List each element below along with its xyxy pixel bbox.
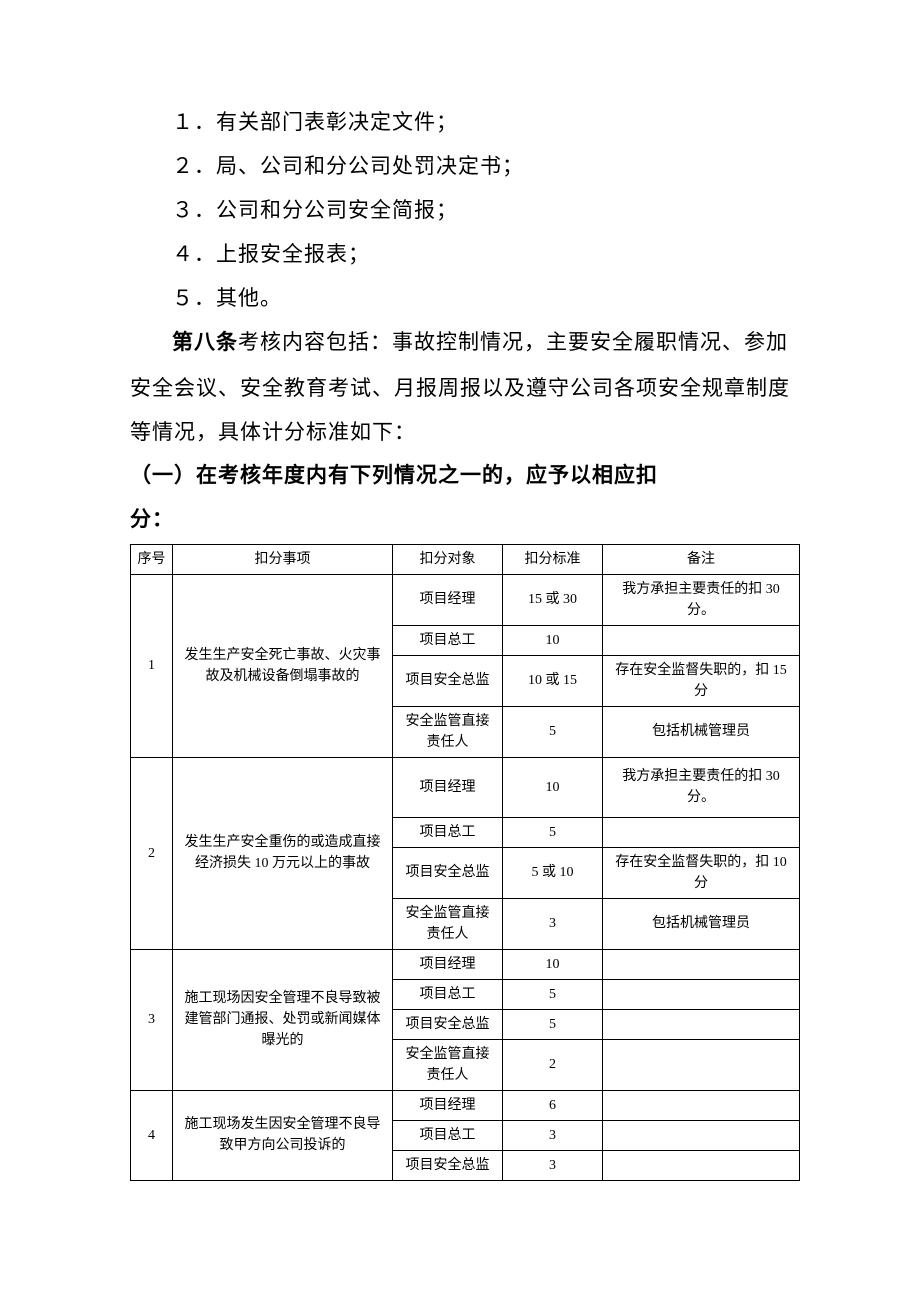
- table-row: 3施工现场因安全管理不良导致被建管部门通报、处罚或新闻媒体曝光的项目经理10: [131, 949, 800, 979]
- cell-standard: 3: [503, 1120, 603, 1150]
- table-row: 4施工现场发生因安全管理不良导致甲方向公司投诉的项目经理6: [131, 1090, 800, 1120]
- cell-standard: 5: [503, 979, 603, 1009]
- cell-seq: 4: [131, 1090, 173, 1180]
- cell-target: 安全监管直接责任人: [393, 706, 503, 757]
- numbered-list: １．有关部门表彰决定文件； ２．局、公司和分公司处罚决定书； ３．公司和分公司安…: [130, 100, 800, 320]
- cell-target: 项目安全总监: [393, 655, 503, 706]
- section-heading: （一）在考核年度内有下列情况之一的，应予以相应扣 分：: [130, 454, 800, 542]
- cell-note: [603, 979, 800, 1009]
- cell-target: 项目安全总监: [393, 1009, 503, 1039]
- cell-target: 安全监管直接责任人: [393, 898, 503, 949]
- cell-target: 项目总工: [393, 979, 503, 1009]
- cell-note: 包括机械管理员: [603, 898, 800, 949]
- cell-standard: 6: [503, 1090, 603, 1120]
- header-note: 备注: [603, 544, 800, 574]
- cell-standard: 5: [503, 1009, 603, 1039]
- cell-seq: 3: [131, 949, 173, 1090]
- cell-item: 施工现场发生因安全管理不良导致甲方向公司投诉的: [173, 1090, 393, 1180]
- cell-target: 项目总工: [393, 1120, 503, 1150]
- cell-note: [603, 1150, 800, 1180]
- cell-note: 存在安全监督失职的，扣 15 分: [603, 655, 800, 706]
- section-heading-line2: 分：: [130, 498, 800, 542]
- cell-target: 项目安全总监: [393, 1150, 503, 1180]
- list-item-2: ２．局、公司和分公司处罚决定书；: [130, 144, 800, 188]
- cell-standard: 5 或 10: [503, 847, 603, 898]
- cell-note: 我方承担主要责任的扣 30 分。: [603, 757, 800, 817]
- cell-standard: 10 或 15: [503, 655, 603, 706]
- header-target: 扣分对象: [393, 544, 503, 574]
- cell-note: [603, 1039, 800, 1090]
- table-body: 1发生生产安全死亡事故、火灾事故及机械设备倒塌事故的项目经理15 或 30我方承…: [131, 574, 800, 1180]
- cell-note: [603, 1120, 800, 1150]
- cell-target: 项目经理: [393, 757, 503, 817]
- cell-target: 项目经理: [393, 1090, 503, 1120]
- cell-standard: 15 或 30: [503, 574, 603, 625]
- cell-standard: 10: [503, 949, 603, 979]
- cell-item: 发生生产安全死亡事故、火灾事故及机械设备倒塌事故的: [173, 574, 393, 757]
- cell-standard: 10: [503, 625, 603, 655]
- cell-note: 存在安全监督失职的，扣 10 分: [603, 847, 800, 898]
- article-8: 第八条考核内容包括：事故控制情况，主要安全履职情况、参加安全会议、安全教育考试、…: [130, 320, 800, 453]
- list-item-1: １．有关部门表彰决定文件；: [130, 100, 800, 144]
- table-row: 2发生生产安全重伤的或造成直接经济损失 10 万元以上的事故项目经理10我方承担…: [131, 757, 800, 817]
- cell-note: 包括机械管理员: [603, 706, 800, 757]
- cell-target: 项目总工: [393, 625, 503, 655]
- list-item-5: ５．其他。: [130, 276, 800, 320]
- header-standard: 扣分标准: [503, 544, 603, 574]
- cell-note: [603, 1009, 800, 1039]
- cell-note: [603, 817, 800, 847]
- cell-standard: 2: [503, 1039, 603, 1090]
- cell-standard: 5: [503, 706, 603, 757]
- cell-target: 项目经理: [393, 949, 503, 979]
- cell-target: 项目安全总监: [393, 847, 503, 898]
- cell-standard: 5: [503, 817, 603, 847]
- cell-seq: 2: [131, 757, 173, 949]
- header-item: 扣分事项: [173, 544, 393, 574]
- cell-seq: 1: [131, 574, 173, 757]
- cell-note: [603, 949, 800, 979]
- cell-standard: 3: [503, 1150, 603, 1180]
- section-heading-line1: （一）在考核年度内有下列情况之一的，应予以相应扣: [130, 464, 658, 487]
- cell-item: 发生生产安全重伤的或造成直接经济损失 10 万元以上的事故: [173, 757, 393, 949]
- cell-target: 安全监管直接责任人: [393, 1039, 503, 1090]
- cell-note: [603, 625, 800, 655]
- article-8-label: 第八条: [172, 331, 238, 354]
- cell-standard: 10: [503, 757, 603, 817]
- cell-target: 项目总工: [393, 817, 503, 847]
- cell-note: [603, 1090, 800, 1120]
- table-row: 1发生生产安全死亡事故、火灾事故及机械设备倒塌事故的项目经理15 或 30我方承…: [131, 574, 800, 625]
- cell-note: 我方承担主要责任的扣 30 分。: [603, 574, 800, 625]
- list-item-4: ４．上报安全报表；: [130, 232, 800, 276]
- cell-standard: 3: [503, 898, 603, 949]
- header-seq: 序号: [131, 544, 173, 574]
- deduction-table: 序号 扣分事项 扣分对象 扣分标准 备注 1发生生产安全死亡事故、火灾事故及机械…: [130, 544, 800, 1181]
- cell-target: 项目经理: [393, 574, 503, 625]
- cell-item: 施工现场因安全管理不良导致被建管部门通报、处罚或新闻媒体曝光的: [173, 949, 393, 1090]
- list-item-3: ３．公司和分公司安全简报；: [130, 188, 800, 232]
- table-header-row: 序号 扣分事项 扣分对象 扣分标准 备注: [131, 544, 800, 574]
